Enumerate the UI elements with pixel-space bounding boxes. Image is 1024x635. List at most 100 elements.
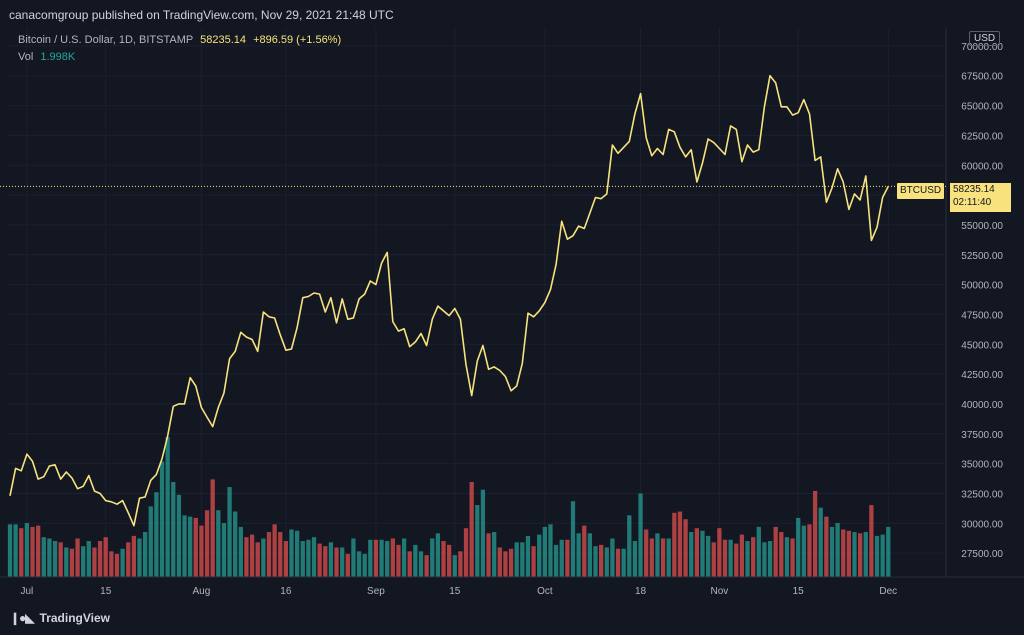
vol-value: 1.998K [40, 51, 76, 63]
time-tick-label: 15 [449, 586, 461, 597]
volume-bar [435, 533, 441, 577]
volume-bar [148, 506, 153, 577]
volume-bar [694, 528, 699, 577]
volume-bar [627, 515, 632, 577]
volume-bar [97, 541, 103, 577]
time-tick-label: Dec [879, 586, 897, 597]
volume-bar [52, 541, 58, 577]
volume-bar [294, 530, 300, 577]
volume-bar [418, 551, 424, 577]
publish-info: canacomgroup published on TradingView.co… [9, 8, 394, 22]
volume-bar [137, 538, 142, 577]
volume-bar [171, 481, 176, 577]
volume-bar [255, 542, 260, 577]
legend-price: 58235.14 [200, 34, 246, 46]
time-axis: Jul 15 Aug 16 Sep 15 Oct 18 Nov 15 Dec [0, 576, 1024, 597]
volume-bar [604, 547, 609, 577]
volume-bar [165, 437, 170, 577]
header-bar: canacomgroup published on TradingView.co… [0, 0, 1024, 28]
volume-bar [503, 551, 508, 577]
price-tick-label: 47500.00 [961, 310, 1003, 321]
volume-bar [576, 533, 581, 577]
price-tick-label: 35000.00 [961, 460, 1003, 471]
volume-bar [841, 529, 846, 577]
volume-bar [182, 515, 187, 577]
volume-bar [385, 541, 390, 577]
volume-bar [542, 526, 547, 577]
volume-bar [447, 544, 452, 577]
volume-bar [570, 501, 576, 577]
volume-bar [120, 548, 125, 577]
volume-bar [69, 548, 75, 577]
volume-bar [632, 541, 638, 577]
volume-bar [233, 511, 238, 577]
price-tick-label: 70000.00 [961, 42, 1003, 53]
volume-bar [531, 546, 536, 577]
volume-bar [863, 532, 868, 577]
volume-bar [739, 534, 745, 577]
volume-legend[interactable]: Vol 1.998K [18, 51, 75, 63]
volume-bar [514, 542, 519, 577]
volume-bar [773, 526, 778, 577]
volume-bar [300, 541, 305, 577]
volume-bar [407, 551, 412, 577]
volume-bar [289, 529, 294, 577]
volume-bar [193, 517, 198, 577]
volume-bar [266, 532, 272, 577]
volume-bar [621, 548, 626, 577]
volume-bar [126, 542, 131, 577]
volume-bar [711, 542, 716, 577]
volume-bar [452, 555, 457, 577]
volume-bar [497, 547, 502, 577]
volume-bar [689, 532, 694, 577]
volume-bar [790, 538, 795, 577]
volume-bar [537, 534, 542, 577]
volume-bar [221, 523, 227, 577]
volume-bar [24, 523, 30, 577]
volume-bar [812, 490, 818, 577]
volume-bar [176, 494, 182, 577]
volume-bar [36, 525, 41, 577]
price-line-series [9, 74, 890, 527]
volume-bar [672, 512, 677, 577]
tradingview-logo[interactable]: ❙●◣ TradingView [10, 611, 110, 625]
volume-bar [7, 524, 13, 577]
volume-bar [188, 516, 193, 577]
volume-bar [846, 530, 852, 577]
price-tick-label: 30000.00 [961, 519, 1003, 530]
time-tick-label: 18 [635, 586, 647, 597]
price-tick-label: 52500.00 [961, 251, 1003, 262]
volume-bar [886, 526, 891, 577]
time-tick-label: Oct [537, 586, 553, 597]
volume-bar [565, 539, 570, 577]
volume-bar [261, 538, 266, 577]
volume-bar [334, 547, 339, 577]
volume-bar [615, 548, 621, 577]
volume-bar [559, 539, 564, 577]
volume-bar [64, 547, 69, 577]
price-tick-label: 37500.00 [961, 430, 1003, 441]
time-tick-label: Sep [367, 586, 385, 597]
volume-bar [30, 526, 35, 577]
symbol-legend[interactable]: Bitcoin / U.S. Dollar, 1D, BITSTAMP 5823… [18, 34, 341, 46]
symbol-name[interactable]: Bitcoin / U.S. Dollar, 1D, BITSTAMP [18, 34, 194, 46]
volume-bar [784, 537, 790, 577]
volume-bar [249, 534, 255, 577]
volume-bar [340, 547, 345, 577]
volume-bars [7, 437, 891, 577]
volume-bar [328, 542, 334, 577]
volume-bar [86, 541, 91, 577]
volume-bar [728, 539, 733, 577]
volume-bar [762, 542, 767, 577]
volume-bar [677, 511, 683, 577]
volume-bar [734, 543, 739, 577]
volume-bar [463, 528, 469, 577]
currency-button[interactable]: USD [969, 31, 1001, 46]
symbol-price-tag: BTCUSD [897, 183, 945, 199]
price-axis: 27500.00 30000.00 32500.00 35000.00 37500.00… [945, 28, 1003, 577]
price-line [9, 74, 890, 527]
volume-bar [19, 528, 24, 577]
volume-bar [373, 539, 379, 577]
price-tick-label: 27500.00 [961, 549, 1003, 560]
